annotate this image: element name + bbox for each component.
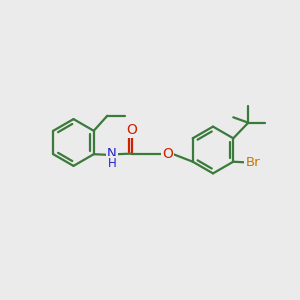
Text: N: N	[107, 147, 117, 160]
Text: H: H	[107, 157, 116, 170]
Text: O: O	[162, 147, 173, 160]
Text: O: O	[127, 123, 138, 136]
Text: Br: Br	[245, 156, 260, 169]
